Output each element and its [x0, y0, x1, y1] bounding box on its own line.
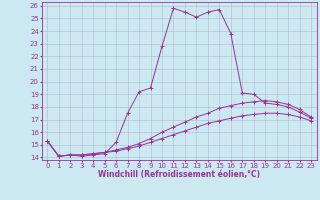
X-axis label: Windchill (Refroidissement éolien,°C): Windchill (Refroidissement éolien,°C)	[98, 170, 260, 179]
